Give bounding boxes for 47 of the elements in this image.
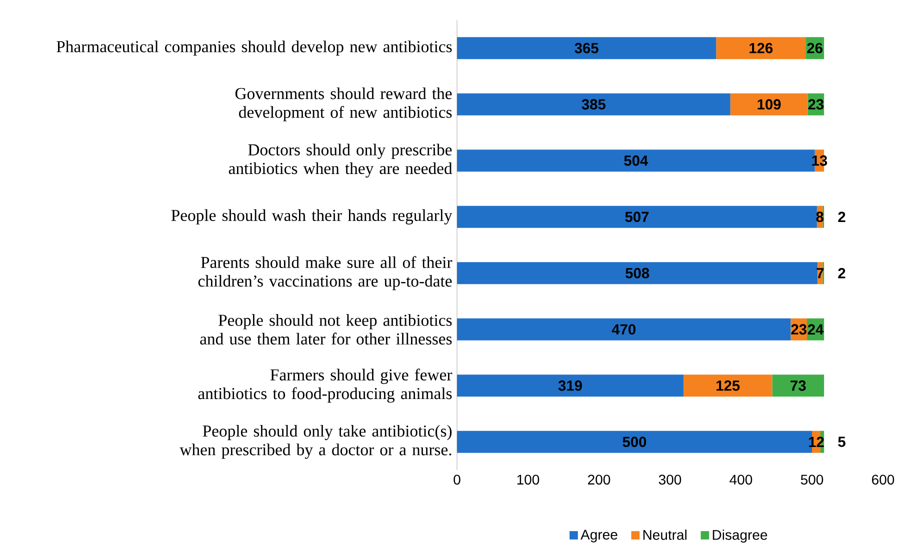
bar — [457, 206, 817, 228]
data-label: 2 — [838, 212, 846, 222]
y-tick-label: Farmers should give fewer antibiotics to food-producing animals — [198, 368, 452, 403]
data-label: 500 — [622, 436, 646, 448]
legend-label: Disagree — [712, 530, 768, 543]
data-label: 24 — [808, 324, 824, 334]
data-label: 470 — [612, 324, 636, 335]
y-tick-label: Pharmaceutical companies should develop new antibiotics — [56, 40, 452, 56]
legend-label: Agree — [580, 530, 618, 542]
data-label: 319 — [558, 380, 582, 391]
bar — [457, 262, 818, 284]
x-tick-label: 200 — [588, 474, 610, 485]
data-label: 365 — [574, 42, 598, 54]
data-label: 109 — [758, 99, 781, 110]
x-tick-label: 100 — [517, 474, 540, 485]
bar — [457, 318, 791, 340]
data-label: 385 — [582, 99, 606, 110]
y-tick-label: People should wash their hands regularly — [171, 209, 452, 224]
y-tick-label: People should only take antibiotic(s) when prescribed by a doctor or a nurse. — [180, 424, 452, 459]
data-label: 125 — [716, 380, 740, 391]
bar — [457, 37, 716, 60]
data-label: 504 — [624, 155, 648, 166]
data-label: 23 — [791, 324, 806, 335]
x-tick-label: 300 — [658, 474, 682, 485]
bar — [457, 374, 684, 397]
bar — [772, 374, 824, 397]
y-tick-label: Doctors should only prescribe antibiotics when they are needed — [228, 144, 452, 178]
data-label: 2 — [838, 268, 846, 278]
x-tick-label: 0 — [454, 474, 460, 485]
bar — [730, 93, 808, 116]
data-label: 26 — [807, 42, 822, 54]
legend-label: Neutral — [643, 530, 686, 540]
data-label: 73 — [790, 380, 806, 391]
x-tick-label: 500 — [800, 474, 824, 485]
data-label: 23 — [808, 99, 824, 110]
x-tick-label: 600 — [872, 474, 894, 485]
bar — [457, 93, 730, 116]
data-label: 5 — [838, 436, 846, 447]
y-tick-label: People should not keep antibiotics and use them later for other illnesses — [200, 314, 452, 345]
data-label: 508 — [626, 268, 650, 278]
bar — [716, 37, 806, 60]
y-tick-label: Parents should make sure all of their children’s vaccinations are up-to-date — [198, 256, 452, 290]
bar — [683, 374, 772, 397]
y-tick-label: Governments should reward the development of new antibiotics — [235, 87, 452, 122]
data-label: 507 — [625, 212, 649, 222]
x-tick-label: 400 — [730, 474, 752, 485]
data-label: 126 — [750, 42, 773, 54]
